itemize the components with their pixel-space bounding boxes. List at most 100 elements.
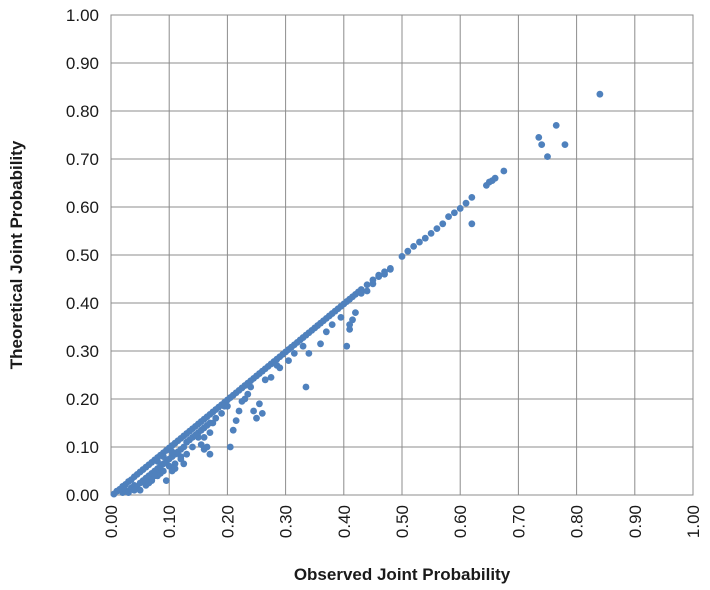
y-tick-label: 0.20 — [66, 390, 99, 409]
data-point — [343, 342, 351, 350]
data-point — [253, 414, 260, 422]
data-point — [416, 238, 423, 246]
data-point — [125, 489, 132, 496]
data-point — [322, 328, 330, 336]
data-point — [159, 453, 167, 460]
data-point — [468, 220, 476, 228]
data-point — [229, 426, 237, 434]
data-point — [500, 167, 508, 175]
y-axis-title: Theoretical Joint Probability — [7, 140, 26, 369]
y-tick-label: 1.00 — [66, 6, 99, 25]
plot-area-frame — [110, 14, 694, 496]
data-point — [363, 281, 371, 289]
data-point — [305, 350, 313, 357]
x-tick-label: 0.70 — [509, 505, 528, 538]
data-point — [162, 477, 170, 484]
y-tick-label: 0.10 — [66, 438, 99, 457]
data-points — [110, 90, 604, 498]
data-point — [410, 242, 418, 250]
data-point — [145, 479, 153, 487]
data-point — [337, 314, 345, 321]
x-tick-label: 0.30 — [277, 505, 296, 538]
y-axis-tick-labels: 0.00 0.10 0.20 0.30 0.40 0.50 0.60 0.70 0.80 0.90… — [66, 6, 99, 505]
data-point — [285, 357, 292, 364]
x-tick-label: 0.60 — [451, 505, 470, 538]
data-point — [299, 342, 307, 350]
data-point — [363, 287, 371, 295]
data-point — [171, 460, 179, 468]
x-axis-title: Observed Joint Probability — [294, 565, 511, 584]
data-point — [427, 230, 435, 237]
x-tick-label: 1.00 — [684, 505, 703, 538]
data-point — [250, 407, 257, 415]
data-point — [256, 400, 263, 408]
data-point — [381, 270, 388, 278]
data-point — [206, 429, 214, 436]
data-point — [462, 199, 470, 207]
data-point — [203, 443, 211, 451]
data-point — [206, 450, 214, 458]
data-point — [276, 364, 284, 372]
data-point — [212, 414, 220, 422]
data-point — [200, 434, 208, 441]
data-point — [224, 402, 231, 410]
data-point — [189, 443, 196, 451]
data-point — [433, 225, 441, 233]
data-point — [258, 410, 266, 417]
data-point — [552, 122, 560, 129]
data-point — [290, 350, 298, 357]
data-point — [375, 273, 383, 280]
y-tick-label: 0.60 — [66, 198, 99, 217]
data-point — [445, 213, 452, 221]
data-point — [261, 376, 269, 384]
data-point — [386, 266, 394, 273]
data-point — [596, 90, 604, 98]
data-point — [538, 141, 546, 149]
data-point — [561, 141, 569, 149]
data-point — [352, 309, 359, 316]
data-point — [439, 220, 447, 228]
data-point — [369, 280, 377, 288]
data-point — [421, 234, 429, 242]
y-tick-label: 0.40 — [66, 294, 99, 313]
y-tick-label: 0.80 — [66, 102, 99, 121]
data-point — [404, 247, 412, 255]
data-point — [232, 417, 240, 424]
data-point — [346, 326, 354, 333]
data-point — [151, 472, 159, 480]
y-tick-label: 0.70 — [66, 150, 99, 169]
data-point — [468, 194, 476, 201]
data-point — [154, 458, 161, 465]
y-tick-label: 0.50 — [66, 246, 99, 265]
data-point — [130, 486, 138, 494]
data-point — [157, 470, 164, 477]
data-point — [168, 467, 176, 475]
data-point — [244, 390, 252, 398]
data-point — [450, 209, 458, 217]
x-axis-tick-labels: 0.00 0.10 0.20 0.30 0.40 0.50 0.60 0.70 0.80 0.90… — [102, 505, 703, 538]
x-tick-label: 0.00 — [102, 505, 121, 538]
data-point — [180, 460, 188, 468]
data-point — [247, 383, 255, 391]
x-tick-label: 0.80 — [568, 505, 587, 538]
data-point — [456, 205, 464, 212]
data-point — [328, 321, 336, 328]
data-point — [317, 340, 324, 348]
data-point — [267, 374, 275, 381]
data-point — [226, 443, 234, 451]
data-point — [544, 153, 551, 161]
data-point — [302, 383, 310, 391]
data-point — [398, 253, 406, 260]
data-point — [349, 316, 356, 324]
x-tick-label: 0.40 — [335, 505, 354, 538]
data-point — [357, 290, 365, 297]
y-tick-label: 0.00 — [66, 486, 99, 505]
data-point — [491, 174, 499, 182]
y-tick-label: 0.30 — [66, 342, 99, 361]
y-tick-label: 0.90 — [66, 54, 99, 73]
x-tick-label: 0.90 — [626, 505, 645, 538]
x-tick-label: 0.10 — [160, 505, 179, 538]
data-point — [183, 450, 191, 458]
data-point — [168, 448, 176, 456]
